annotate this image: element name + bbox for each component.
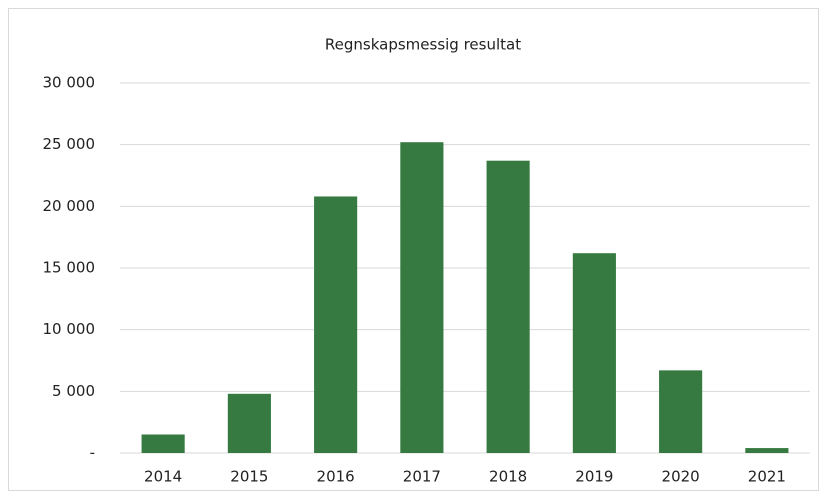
y-tick-label: 15 000: [43, 259, 96, 277]
x-tick-label: 2017: [403, 468, 441, 486]
bar: [486, 160, 530, 453]
chart-title: Regnskapsmessig resultat: [325, 36, 521, 54]
y-tick-label: 10 000: [43, 320, 96, 338]
bar: [314, 196, 358, 453]
x-tick-label: 2019: [575, 468, 613, 486]
y-tick-label: -: [90, 444, 95, 462]
bar: [572, 253, 616, 453]
y-tick-label: 5 000: [52, 382, 95, 400]
bar: [400, 142, 444, 453]
x-tick-label: 2014: [144, 468, 182, 486]
x-tick-label: 2021: [748, 468, 786, 486]
y-tick-label: 20 000: [43, 197, 96, 215]
x-tick-label: 2015: [230, 468, 268, 486]
bar: [745, 448, 789, 453]
bar: [659, 370, 703, 453]
x-tick-label: 2016: [317, 468, 355, 486]
x-tick-label: 2020: [662, 468, 700, 486]
y-tick-label: 25 000: [43, 135, 96, 153]
bar: [141, 434, 185, 453]
bar: [227, 393, 271, 453]
x-tick-label: 2018: [489, 468, 527, 486]
y-tick-label: 30 000: [43, 74, 96, 92]
